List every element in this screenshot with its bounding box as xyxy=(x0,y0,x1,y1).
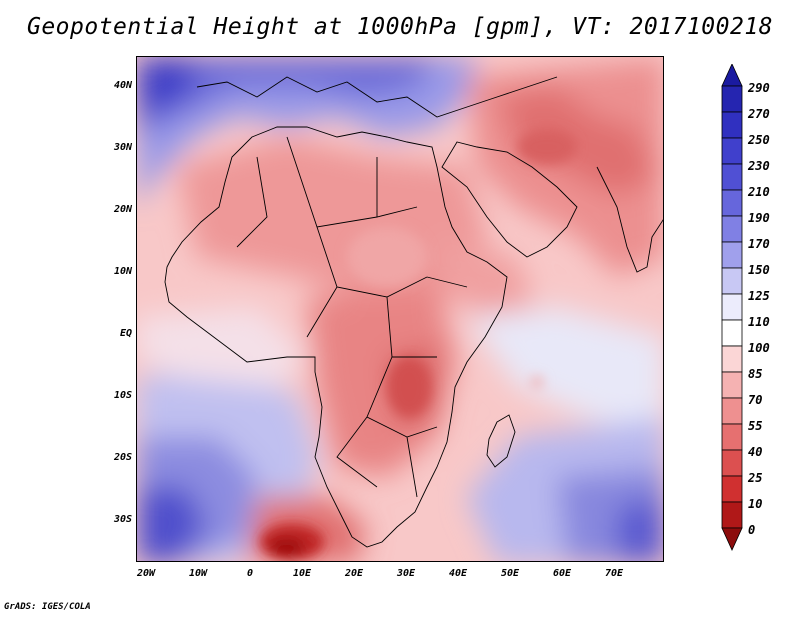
colorbar-label-150: 150 xyxy=(748,263,770,277)
colorbar-bottom-triangle xyxy=(721,527,743,551)
colorbar-segment xyxy=(721,111,743,139)
colorbar-label-10: 10 xyxy=(748,497,763,511)
geopotential-map xyxy=(137,57,663,561)
colorbar-label-190: 190 xyxy=(748,211,770,225)
lat-label-10n: 10N xyxy=(113,266,132,277)
lon-label-60e: 60E xyxy=(552,568,572,579)
colorbar-segment xyxy=(721,423,743,451)
lon-label-10w: 10W xyxy=(188,568,208,579)
colorbar-segment xyxy=(721,501,743,529)
colorbar-label-230: 230 xyxy=(748,159,770,173)
colorbar-segment xyxy=(721,241,743,269)
colorbar-label-250: 250 xyxy=(748,133,770,147)
colorbar-label-55: 55 xyxy=(748,419,763,433)
colorbar-segment xyxy=(721,397,743,425)
colorbar xyxy=(721,64,743,551)
lon-label-20e: 20E xyxy=(344,568,364,579)
colorbar-label-270: 270 xyxy=(748,107,770,121)
lon-label-50e: 50E xyxy=(500,568,520,579)
lat-label-20n: 20N xyxy=(113,204,132,215)
chart-title: Geopotential Height at 1000hPa [gpm], VT… xyxy=(26,14,774,40)
lon-label-70e: 70E xyxy=(604,568,624,579)
colorbar-segment xyxy=(721,137,743,165)
colorbar-label-170: 170 xyxy=(748,237,770,251)
colorbar-segment xyxy=(721,319,743,347)
grads-credit: GrADS: IGES/COLA xyxy=(4,602,91,612)
colorbar-segment xyxy=(721,85,743,113)
map-panel xyxy=(136,56,664,562)
lon-label-40e: 40E xyxy=(448,568,468,579)
height-field-detail xyxy=(260,129,577,560)
lat-label-20s: 20S xyxy=(113,452,132,463)
colorbar-segment xyxy=(721,163,743,191)
lat-label-40n: 40N xyxy=(113,80,132,91)
lat-label-10s: 10S xyxy=(113,390,132,401)
coastline xyxy=(164,76,663,548)
colorbar-label-85: 85 xyxy=(748,367,763,381)
colorbar-segment xyxy=(721,215,743,243)
colorbar-label-290: 290 xyxy=(748,81,770,95)
colorbar-label-210: 210 xyxy=(748,185,770,199)
colorbar-label-70: 70 xyxy=(748,393,763,407)
colorbar-label-25: 25 xyxy=(748,471,763,485)
lon-label-20w: 20W xyxy=(136,568,156,579)
colorbar-label-110: 110 xyxy=(748,315,770,329)
colorbar-top-triangle xyxy=(721,64,743,87)
colorbar-label-40: 40 xyxy=(748,445,763,459)
lat-label-30n: 30N xyxy=(113,142,132,153)
lat-label-30s: 30S xyxy=(113,514,132,525)
colorbar-segment xyxy=(721,267,743,295)
colorbar-segment xyxy=(721,189,743,217)
lon-label-30e: 30E xyxy=(396,568,416,579)
colorbar-segment xyxy=(721,449,743,477)
lat-label-eq: EQ xyxy=(119,328,132,339)
colorbar-segment xyxy=(721,293,743,321)
colorbar-label-125: 125 xyxy=(748,289,770,303)
lon-label-0: 0 xyxy=(246,568,254,579)
colorbar-label-0: 0 xyxy=(748,523,756,537)
colorbar-segment xyxy=(721,475,743,503)
lon-label-10e: 10E xyxy=(292,568,312,579)
colorbar-segment xyxy=(721,345,743,373)
colorbar-segment xyxy=(721,371,743,399)
colorbar-label-100: 100 xyxy=(748,341,770,355)
